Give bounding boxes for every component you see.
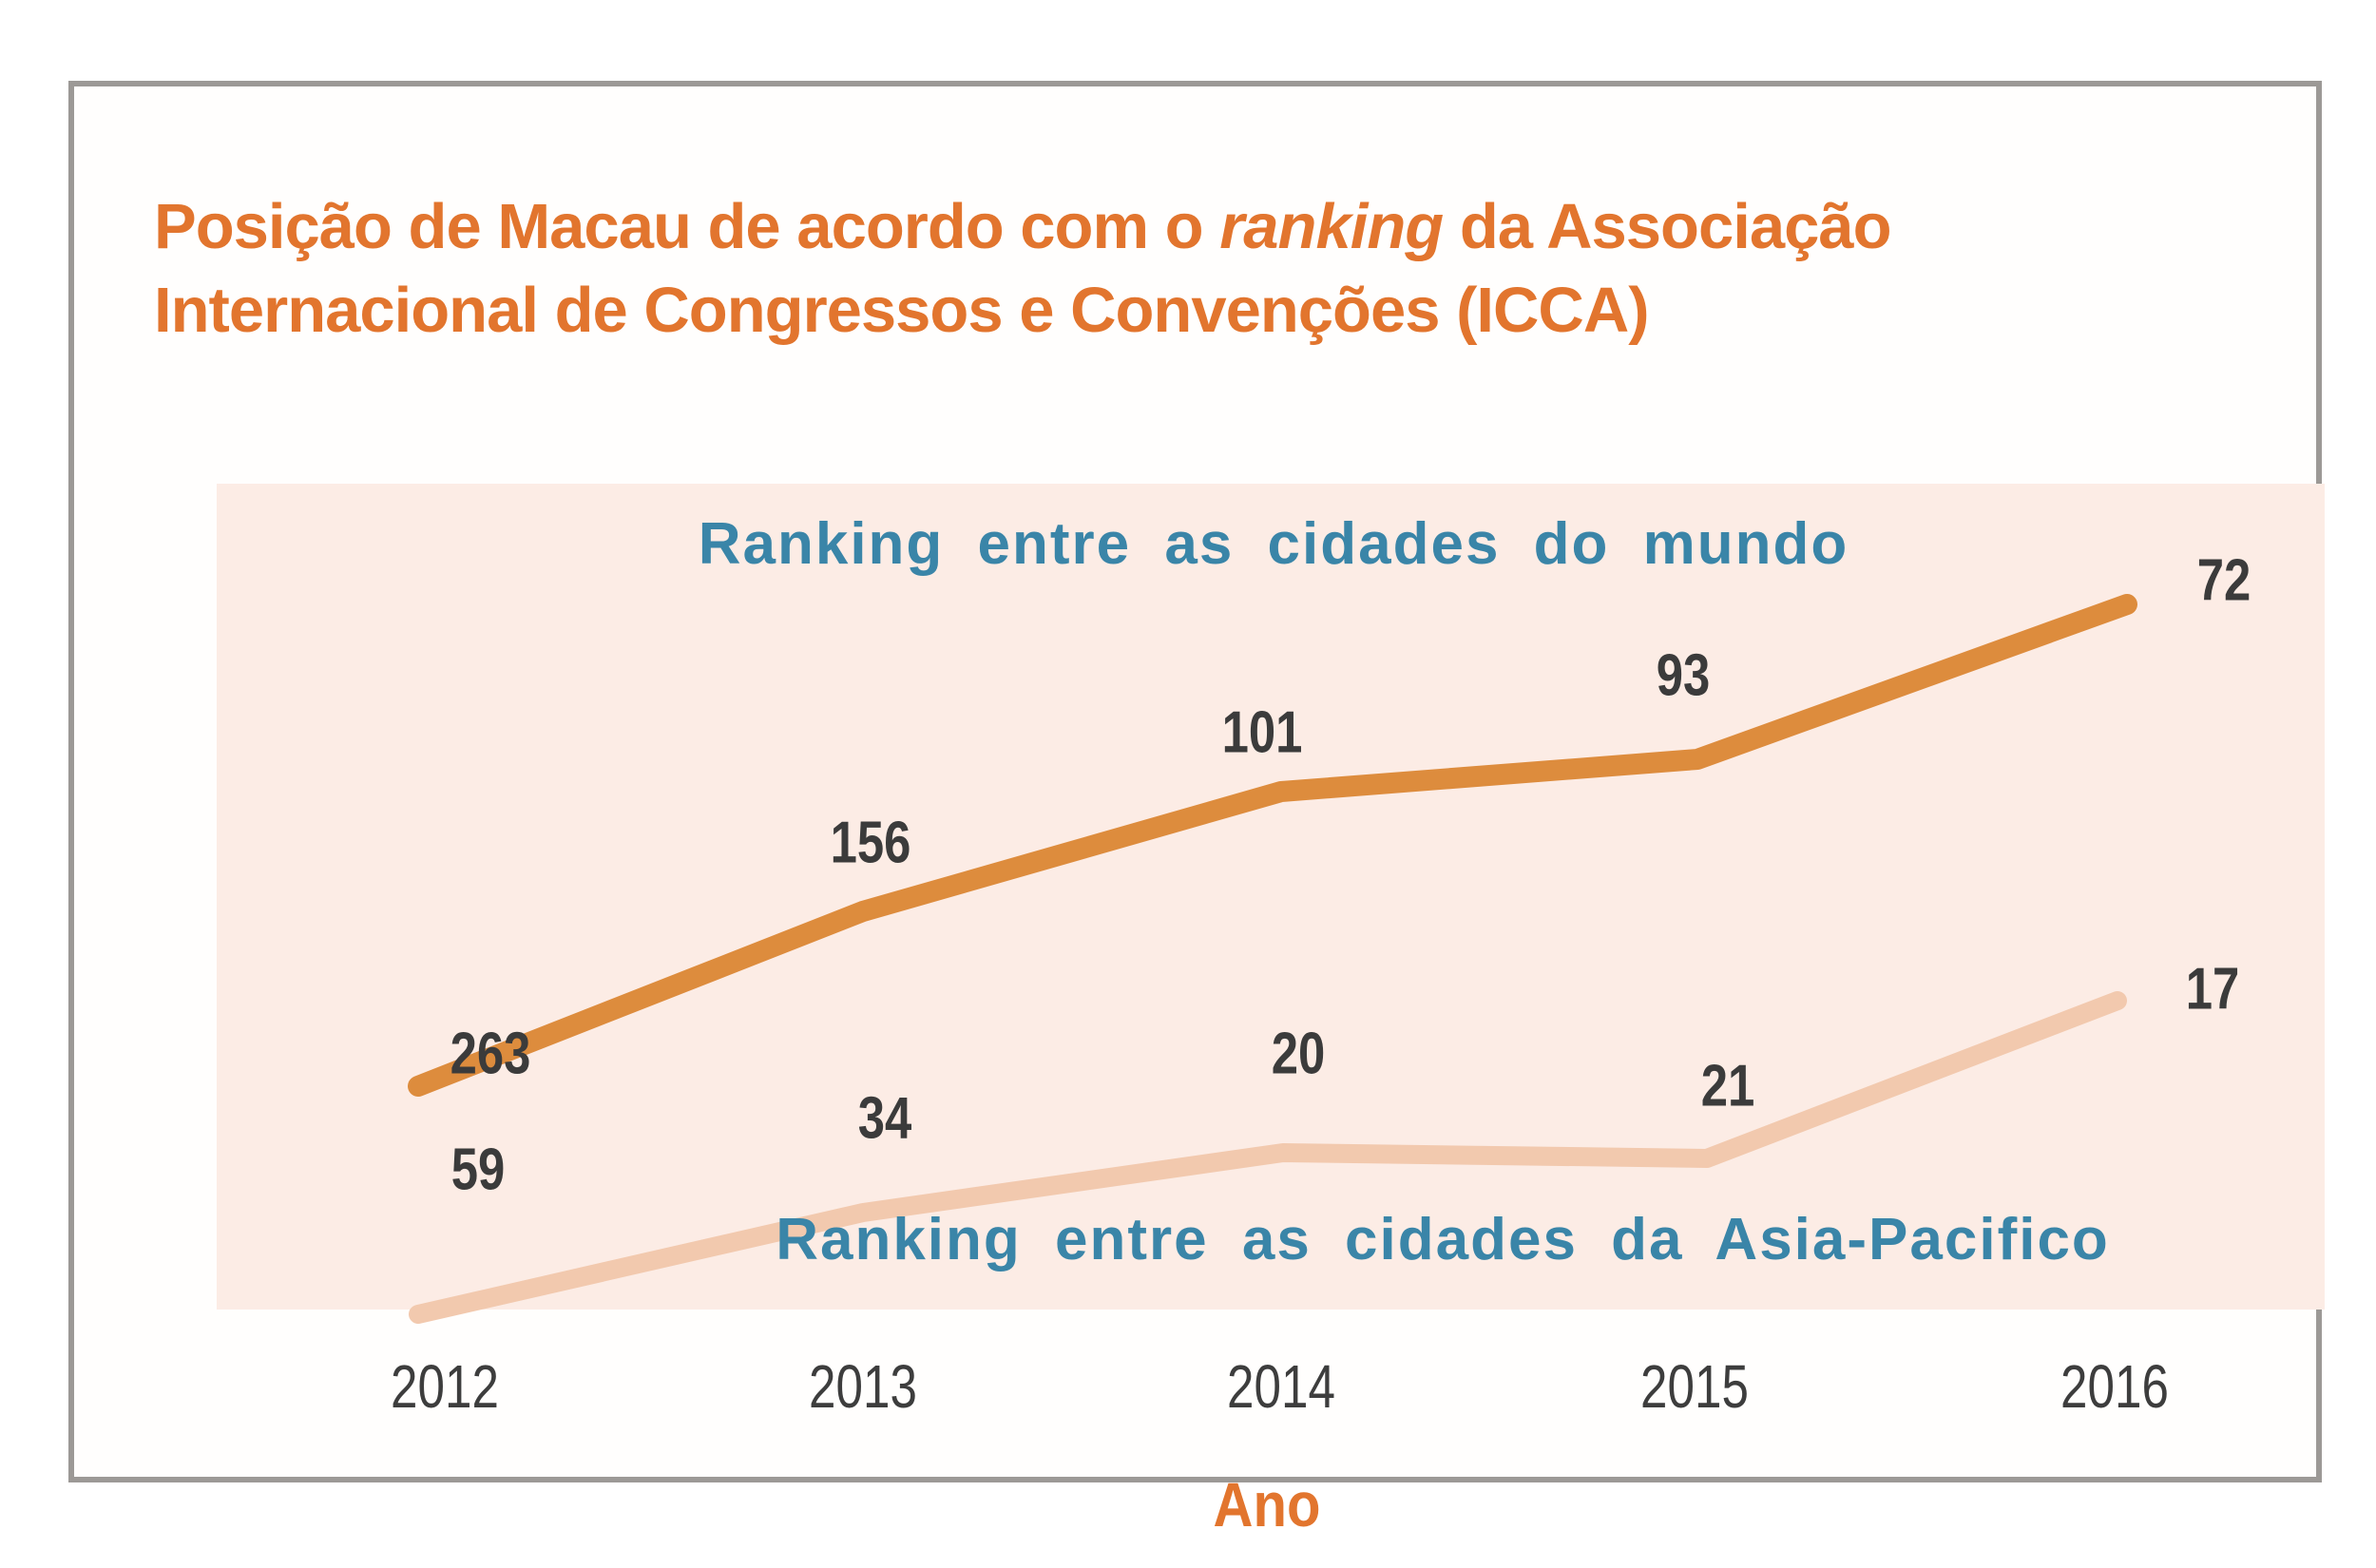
x-axis-title: Ano: [1213, 1469, 1321, 1539]
plot-area: [217, 484, 2325, 1310]
x-tick: 2015: [1640, 1352, 1749, 1421]
value-label: 156: [830, 810, 911, 876]
x-tick: 2012: [391, 1352, 499, 1421]
chart-title-line2: Internacional de Congressos e Convenções…: [154, 275, 1650, 347]
value-label: 20: [1271, 1021, 1326, 1087]
chart-title-italic-word: ranking: [1219, 191, 1444, 262]
value-label: 21: [1700, 1053, 1755, 1119]
value-label: 34: [857, 1085, 912, 1152]
x-tick: 2016: [2060, 1352, 2169, 1421]
chart-title-part2: da Associação: [1443, 191, 1892, 262]
chart-title-part1: Posição de Macau de acordo com o: [154, 191, 1220, 262]
value-label: 263: [450, 1021, 531, 1087]
value-label: 17: [2185, 956, 2240, 1023]
x-tick: 2013: [809, 1352, 917, 1421]
value-label: 93: [1656, 642, 1711, 709]
x-tick: 2014: [1227, 1352, 1335, 1421]
value-label: 59: [450, 1137, 506, 1203]
series-label-asia-pacific-cities: Ranking entre as cidades da Asia-Pacific…: [776, 1207, 2110, 1272]
value-label: 72: [2196, 547, 2251, 614]
value-label: 101: [1221, 699, 1303, 766]
series-label-world-cities: Ranking entre as cidades do mundo: [698, 511, 1849, 577]
chart-title: Posição de Macau de acordo com o ranking…: [154, 185, 2197, 354]
chart-card: Posição de Macau de acordo com o ranking…: [68, 81, 2325, 1539]
